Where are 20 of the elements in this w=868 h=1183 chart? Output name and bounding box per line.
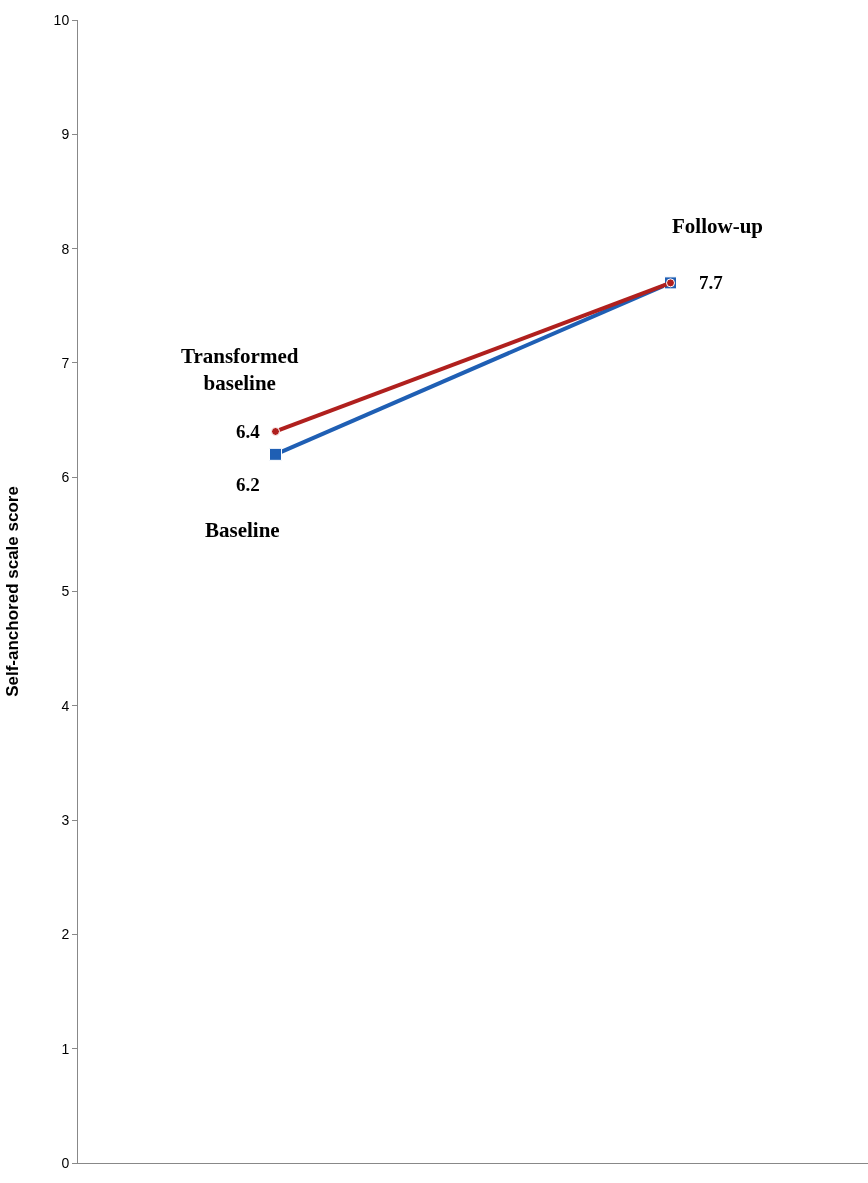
point	[269, 447, 282, 461]
y-tick-label: 8	[61, 240, 70, 257]
y-tick-label: 10	[53, 11, 70, 28]
annotation: Transformed baseline	[181, 344, 299, 396]
y-tick-label: 1	[61, 1040, 70, 1057]
y-axis-title: Self-anchored scale score	[3, 486, 23, 697]
point	[271, 426, 280, 436]
data-label: 6.2	[236, 474, 260, 495]
annotation: Baseline	[205, 518, 280, 542]
data-label: 6.4	[236, 421, 261, 442]
y-tick-label: 0	[61, 1154, 70, 1171]
y-tick-label: 3	[61, 812, 70, 828]
y-tick-label: 5	[61, 583, 70, 600]
y-tick-label: 7	[61, 354, 70, 371]
y-tick-label: 6	[61, 469, 70, 486]
y-tick-label: 9	[61, 126, 70, 143]
y-tick-label: 2	[61, 926, 70, 943]
y-tick-label: 4	[61, 697, 70, 714]
data-label: 7.7	[699, 272, 724, 293]
annotation: Follow-up	[672, 214, 764, 238]
